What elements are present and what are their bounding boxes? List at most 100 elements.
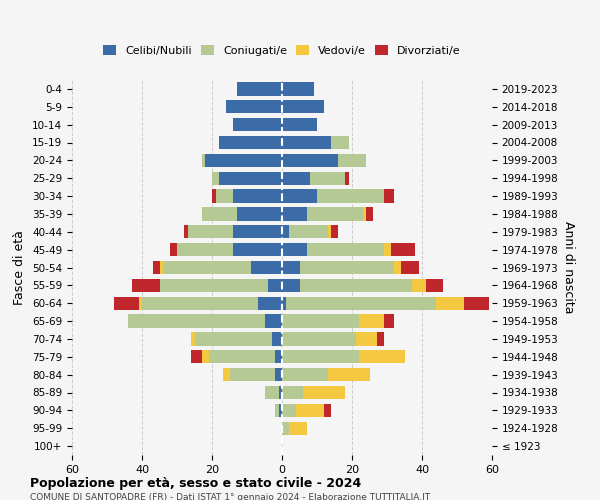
Bar — [331, 136, 349, 149]
Bar — [226, 100, 282, 114]
Bar — [139, 296, 142, 310]
Bar — [289, 422, 307, 435]
Bar — [233, 118, 282, 132]
Bar — [223, 368, 229, 382]
Bar — [257, 296, 282, 310]
Bar — [265, 386, 278, 399]
Bar — [362, 207, 366, 220]
Bar — [177, 243, 233, 256]
Bar — [394, 261, 401, 274]
Bar — [236, 82, 282, 96]
Bar — [152, 261, 160, 274]
Bar — [412, 278, 425, 292]
Bar — [425, 278, 443, 292]
Bar — [212, 172, 219, 185]
Bar — [282, 225, 289, 238]
Bar — [163, 261, 251, 274]
Bar — [194, 332, 271, 345]
Bar — [282, 296, 286, 310]
Bar — [282, 261, 299, 274]
Bar — [282, 278, 299, 292]
Bar — [184, 225, 187, 238]
Bar — [202, 207, 236, 220]
Bar — [191, 350, 202, 364]
Bar — [114, 296, 139, 310]
Bar — [299, 278, 412, 292]
Bar — [268, 278, 282, 292]
Bar — [282, 368, 328, 382]
Bar — [282, 332, 355, 345]
Bar — [275, 404, 278, 417]
Bar — [128, 314, 265, 328]
Bar — [282, 207, 307, 220]
Bar — [212, 190, 215, 203]
Text: COMUNE DI SANTOPADRE (FR) - Dati ISTAT 1° gennaio 2024 - Elaborazione TUTTITALIA: COMUNE DI SANTOPADRE (FR) - Dati ISTAT 1… — [30, 492, 430, 500]
Legend: Celibi/Nubili, Coniugati/e, Vedovi/e, Divorziati/e: Celibi/Nubili, Coniugati/e, Vedovi/e, Di… — [99, 40, 465, 60]
Bar — [282, 100, 324, 114]
Bar — [464, 296, 488, 310]
Bar — [383, 314, 394, 328]
Bar — [282, 314, 359, 328]
Bar — [187, 225, 233, 238]
Bar — [251, 261, 282, 274]
Y-axis label: Fasce di età: Fasce di età — [13, 230, 26, 305]
Text: Popolazione per età, sesso e stato civile - 2024: Popolazione per età, sesso e stato civil… — [30, 478, 361, 490]
Bar — [328, 368, 370, 382]
Bar — [359, 314, 383, 328]
Bar — [233, 225, 282, 238]
Bar — [310, 172, 345, 185]
Bar — [160, 261, 163, 274]
Bar — [328, 225, 331, 238]
Bar — [317, 190, 383, 203]
Bar — [282, 422, 289, 435]
Bar — [307, 243, 383, 256]
Bar — [275, 350, 282, 364]
Bar — [131, 278, 160, 292]
Bar — [265, 314, 282, 328]
Bar — [282, 118, 317, 132]
Bar — [236, 207, 282, 220]
Bar — [219, 136, 282, 149]
Bar — [160, 278, 268, 292]
Bar — [345, 172, 349, 185]
Bar — [436, 296, 464, 310]
Bar — [282, 190, 317, 203]
Bar — [278, 404, 282, 417]
Bar — [170, 243, 177, 256]
Bar — [282, 154, 338, 167]
Bar — [202, 350, 209, 364]
Bar — [282, 386, 303, 399]
Bar — [233, 190, 282, 203]
Bar — [271, 332, 282, 345]
Bar — [282, 172, 310, 185]
Bar — [215, 190, 233, 203]
Bar — [142, 296, 257, 310]
Bar — [219, 172, 282, 185]
Bar — [233, 243, 282, 256]
Bar — [278, 386, 282, 399]
Bar — [359, 350, 404, 364]
Bar — [191, 332, 194, 345]
Bar — [275, 368, 282, 382]
Bar — [383, 243, 391, 256]
Bar — [391, 243, 415, 256]
Bar — [296, 404, 324, 417]
Bar — [401, 261, 419, 274]
Bar — [282, 350, 359, 364]
Bar — [366, 207, 373, 220]
Bar — [282, 82, 314, 96]
Bar — [377, 332, 383, 345]
Y-axis label: Anni di nascita: Anni di nascita — [562, 221, 575, 314]
Bar — [289, 225, 328, 238]
Bar — [324, 404, 331, 417]
Bar — [307, 207, 362, 220]
Bar — [209, 350, 275, 364]
Bar — [202, 154, 205, 167]
Bar — [205, 154, 282, 167]
Bar — [355, 332, 377, 345]
Bar — [229, 368, 275, 382]
Bar — [331, 225, 338, 238]
Bar — [383, 190, 394, 203]
Bar — [282, 243, 307, 256]
Bar — [286, 296, 436, 310]
